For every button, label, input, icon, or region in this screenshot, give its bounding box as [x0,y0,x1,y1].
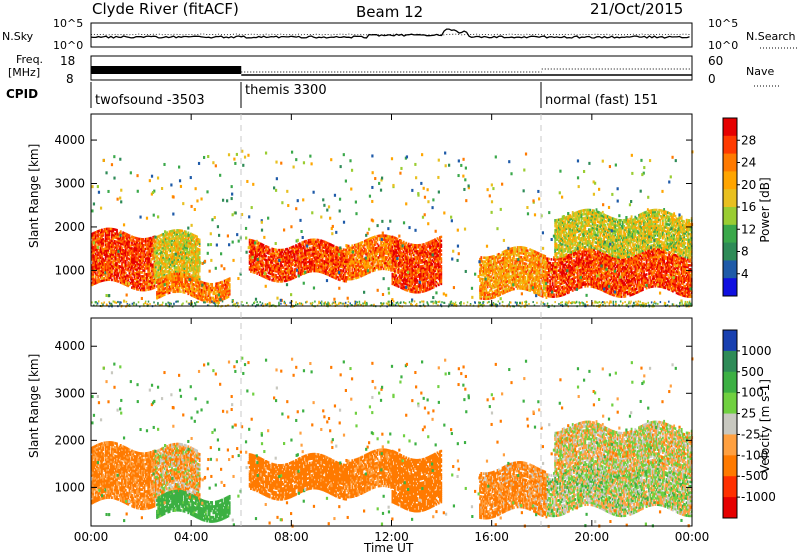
power-cell [408,256,410,259]
freq-trace-twofsound [91,66,241,74]
cpid-mode-twofsound: twofsound -3503 [95,93,205,108]
power-cell [196,236,198,239]
power-cell [295,275,297,278]
power-cell [263,262,265,265]
power-cell [268,246,270,249]
power-cell [150,272,152,275]
power-cell [197,282,199,285]
power-cell [185,231,187,234]
power-cell [185,274,187,277]
freq-tick-bottom: 8 [66,72,74,86]
nsearch-label: N.Search [746,30,796,43]
power-cell [400,240,402,243]
freq-unit-label: [MHz] [8,66,40,79]
cpid-label: CPID [6,87,38,101]
date-title: 21/Oct/2015 [590,0,683,18]
beam-title: Beam 12 [356,3,423,21]
power-cell [480,256,482,259]
power-cell [432,263,434,266]
power-cell [116,229,118,232]
freq-label: Freq. [16,53,43,66]
power-cell [440,236,442,239]
station-title: Clyde River (fitACF) [92,0,239,18]
freq-traces [91,66,692,75]
power-cell [162,254,164,257]
power-cell [187,232,189,235]
power-cell [269,276,271,279]
power-cell [403,241,405,244]
power-cell [131,277,133,280]
nsearch-tick-bottom: 10^0 [708,39,738,52]
power-cell [333,245,335,248]
power-cell [199,248,201,251]
power-cell [440,243,442,246]
power-cell [354,254,356,257]
power-cell [291,267,293,270]
power-cell [199,256,201,259]
freq-tick-top: 18 [60,54,75,68]
power-cell [229,277,231,280]
nsearch-trace [91,34,690,35]
power-cell [196,279,198,282]
power-cell [181,230,183,233]
power-cell [199,276,201,279]
power-cell [129,234,131,237]
nsky-tick-bottom: 10^0 [53,39,83,52]
power-cell [111,279,113,282]
power-cell [405,242,407,245]
power-cell [395,274,397,277]
power-cell [440,257,442,260]
power-cell [180,290,182,293]
power-cell [371,240,373,243]
power-cell [125,272,127,275]
power-cell [398,285,400,288]
power-cell [417,279,419,282]
power-cell [435,285,437,288]
nsky-trace [91,29,690,38]
nave-tick-top: 60 [708,54,723,68]
power-cell [440,265,442,268]
power-cell [408,243,410,246]
nave-label: Nave [746,65,774,78]
power-cell [304,246,306,249]
power-cell [199,239,201,242]
power-cell [211,283,213,286]
power-cell [440,249,442,252]
power-cell [440,253,442,256]
power-heatmap-cells [91,150,693,308]
power-cell [169,282,171,285]
power-cell [269,249,271,252]
power-cell [361,241,363,244]
power-cell [263,244,265,247]
power-cell [265,255,267,258]
nsky-traces [91,29,690,38]
power-cell [121,247,123,250]
power-cell [120,230,122,233]
nave-tick-bottom: 0 [708,72,716,86]
power-cell [189,273,191,276]
nsearch-tick-top: 10^5 [708,17,738,30]
power-cell [438,284,440,287]
power-cell [117,280,119,283]
cpid-mode-normal: normal (fast) 151 [545,93,658,108]
power-cell [365,249,367,252]
nsky-tick-top: 10^5 [53,17,83,30]
power-cell [397,238,399,241]
power-cell [221,281,223,284]
power-cell [189,275,191,278]
power-cell [229,283,231,286]
power-cell [318,239,320,242]
power-cell [150,260,152,263]
nsky-label: N.Sky [2,30,34,43]
power-cell [166,251,168,254]
power-cell [440,240,442,243]
cpid-mode-themis: themis 3300 [245,83,327,98]
power-cell [423,265,425,268]
